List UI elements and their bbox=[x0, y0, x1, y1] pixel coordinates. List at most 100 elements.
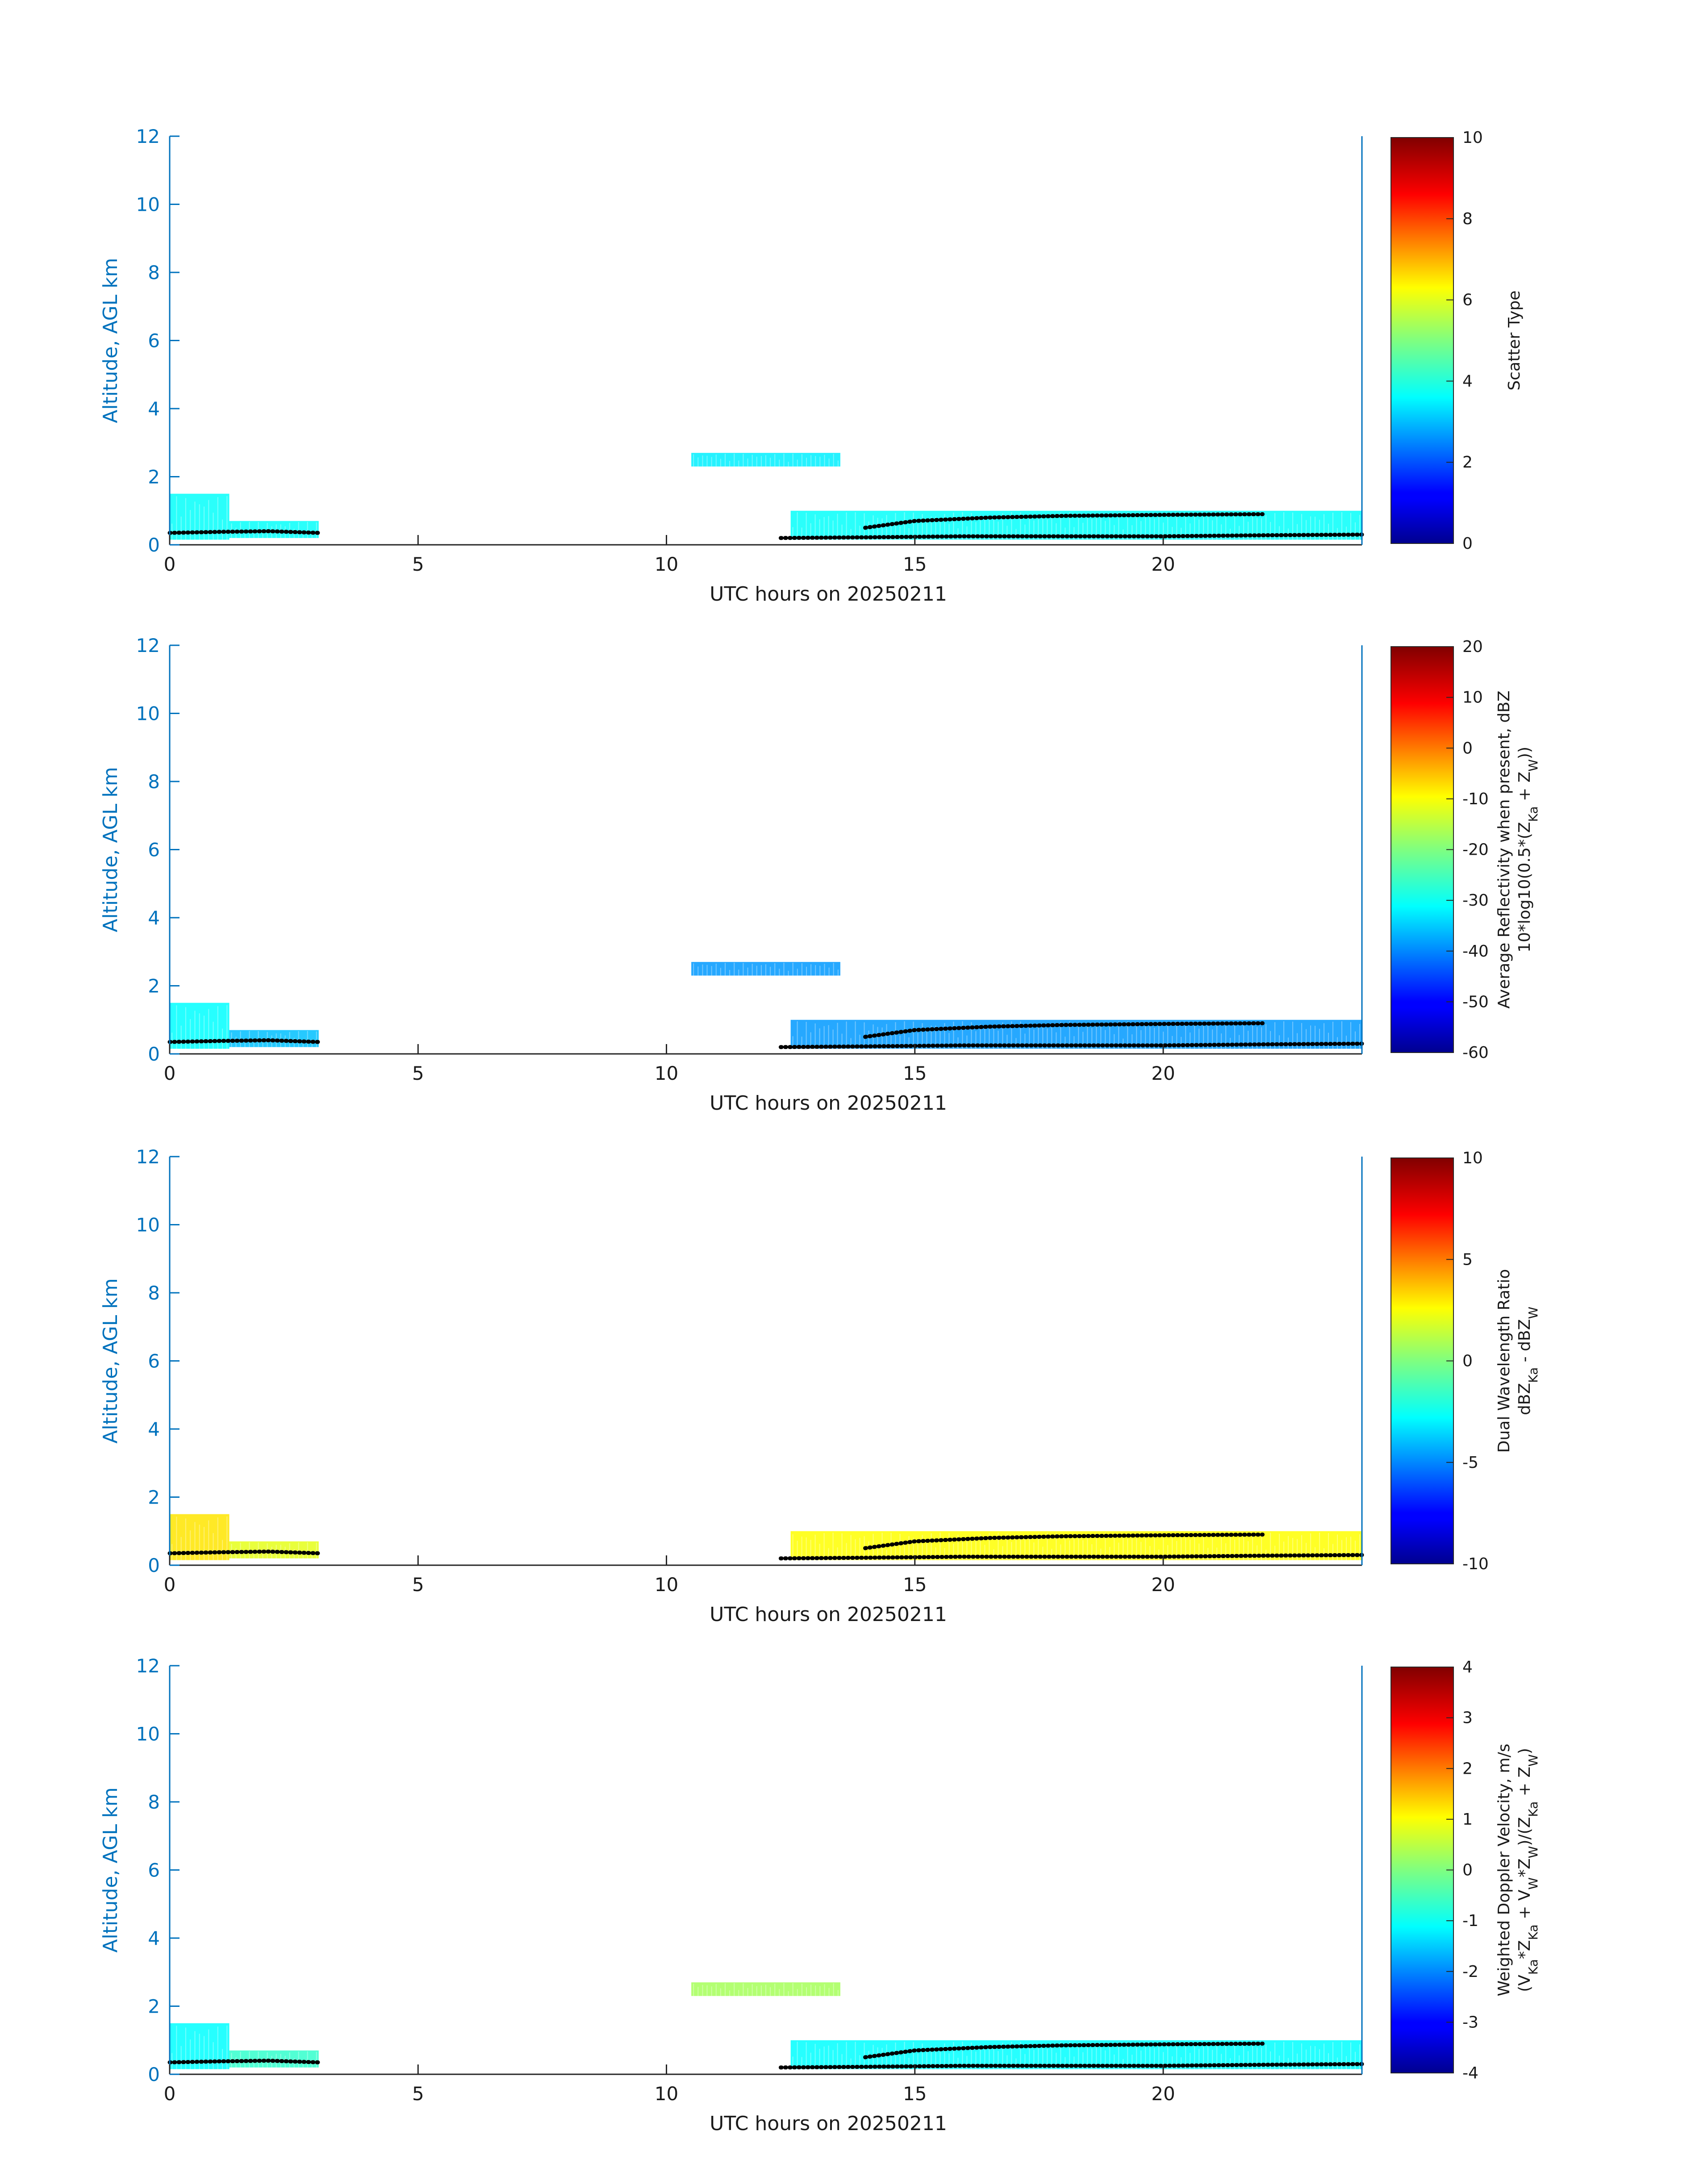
y-tick-label: 0 bbox=[148, 1043, 160, 1065]
colorbar-tick-label: 10 bbox=[1462, 689, 1483, 707]
colorbar-tick-label: 0 bbox=[1462, 1861, 1473, 1880]
echo-region-3 bbox=[691, 1982, 840, 1996]
x-tick-label: 5 bbox=[412, 1574, 424, 1596]
retrieval-line-3 bbox=[863, 2041, 1265, 2060]
colorbar-tick-label: -2 bbox=[1462, 1963, 1478, 1981]
colorbar-tick-label: -3 bbox=[1462, 2013, 1478, 2031]
colorbar bbox=[1391, 137, 1454, 544]
colorbar-label: Average Reflectivity when present, dBZ bbox=[1495, 690, 1513, 1008]
retrieval-line-3 bbox=[863, 1021, 1265, 1039]
colorbar-label: 10*log10(0.5*(ZKa + ZW)) bbox=[1516, 747, 1541, 953]
colorbar-tick-label: 0 bbox=[1462, 535, 1473, 553]
colorbar-tick-label: -50 bbox=[1462, 993, 1489, 1011]
colorbar-tick-label: 2 bbox=[1462, 1759, 1473, 1778]
echo-region-3 bbox=[691, 453, 840, 467]
retrieval-line-3 bbox=[863, 512, 1265, 530]
x-tick-label: 5 bbox=[412, 2083, 424, 2105]
x-tick-label: 5 bbox=[412, 553, 424, 575]
y-tick-label: 4 bbox=[148, 907, 160, 929]
colorbar-tick-label: -30 bbox=[1462, 891, 1489, 910]
colorbar-tick-label: -60 bbox=[1462, 1044, 1489, 1062]
colorbar bbox=[1391, 1157, 1454, 1564]
panel-1: 0 5 10 15 20 0 2 4 6 8 10 12 UTC hours on 20250211 Al… bbox=[99, 125, 1524, 606]
retrieval-line-2 bbox=[778, 2062, 1364, 2070]
y-tick-label: 0 bbox=[148, 534, 160, 556]
x-axis-label: UTC hours on 20250211 bbox=[710, 1092, 947, 1115]
y-tick-label: 8 bbox=[148, 771, 160, 793]
colorbar-tick-label: -40 bbox=[1462, 942, 1489, 961]
colorbar bbox=[1391, 1667, 1454, 2073]
colorbar-tick-label: -10 bbox=[1462, 790, 1489, 808]
x-tick-label: 15 bbox=[903, 553, 927, 575]
x-tick-label: 0 bbox=[164, 2083, 176, 2105]
x-axis-label: UTC hours on 20250211 bbox=[710, 1603, 947, 1626]
colorbar-label: Scatter Type bbox=[1505, 290, 1524, 390]
y-tick-label: 6 bbox=[148, 1350, 160, 1372]
x-tick-label: 15 bbox=[903, 1574, 927, 1596]
y-tick-label: 8 bbox=[148, 1282, 160, 1304]
y-axis-label: Altitude, AGL km bbox=[99, 1278, 122, 1443]
x-tick-label: 20 bbox=[1151, 1062, 1175, 1084]
retrieval-line-2 bbox=[778, 532, 1364, 540]
y-tick-label: 12 bbox=[136, 125, 160, 147]
colorbar-tick-label: 8 bbox=[1462, 210, 1473, 228]
retrieval-line-1 bbox=[167, 2058, 321, 2064]
colorbar-tick-label: 5 bbox=[1462, 1250, 1473, 1269]
colorbar-label: (VKa*ZKa + VW*ZW)/(ZKa + ZW) bbox=[1516, 1748, 1541, 1992]
x-tick-label: 10 bbox=[655, 1062, 678, 1084]
colorbar-tick-label: 2 bbox=[1462, 453, 1473, 472]
x-tick-label: 0 bbox=[164, 1062, 176, 1084]
x-tick-label: 0 bbox=[164, 1574, 176, 1596]
y-tick-label: 12 bbox=[136, 1655, 160, 1677]
colorbar-tick-label: 20 bbox=[1462, 638, 1483, 656]
colorbar-tick-label: 6 bbox=[1462, 291, 1473, 309]
y-tick-label: 4 bbox=[148, 1418, 160, 1440]
y-tick-label: 6 bbox=[148, 1859, 160, 1881]
colorbar-tick-label: 0 bbox=[1462, 739, 1473, 757]
y-tick-label: 6 bbox=[148, 330, 160, 352]
y-tick-label: 10 bbox=[136, 703, 160, 725]
colorbar-tick-label: 1 bbox=[1462, 1810, 1473, 1829]
colorbar-label: Dual Wavelength Ratio bbox=[1495, 1269, 1513, 1453]
x-tick-label: 10 bbox=[655, 1574, 678, 1596]
y-axis-label: Altitude, AGL km bbox=[99, 767, 122, 932]
y-tick-label: 10 bbox=[136, 194, 160, 216]
colorbar-tick-label: 10 bbox=[1462, 129, 1483, 147]
colorbar-tick-label: 10 bbox=[1462, 1149, 1483, 1167]
y-axis-label: Altitude, AGL km bbox=[99, 1787, 122, 1952]
x-tick-label: 5 bbox=[412, 1062, 424, 1084]
x-tick-label: 20 bbox=[1151, 1574, 1175, 1596]
y-tick-label: 10 bbox=[136, 1214, 160, 1236]
y-axis-label: Altitude, AGL km bbox=[99, 258, 122, 423]
y-tick-label: 4 bbox=[148, 398, 160, 420]
retrieval-line-2 bbox=[778, 1041, 1364, 1049]
colorbar-tick-label: 4 bbox=[1462, 1658, 1473, 1676]
x-tick-label: 20 bbox=[1151, 2083, 1175, 2105]
retrieval-line-3 bbox=[863, 1532, 1265, 1550]
colorbar-label: Weighted Doppler Velocity, m/s bbox=[1495, 1744, 1513, 1997]
colorbar-label: dBZKa - dBZW bbox=[1516, 1307, 1541, 1415]
y-tick-label: 2 bbox=[148, 1996, 160, 2018]
x-tick-label: 20 bbox=[1151, 553, 1175, 575]
y-tick-label: 12 bbox=[136, 635, 160, 656]
y-tick-label: 8 bbox=[148, 1791, 160, 1813]
colorbar-tick-label: -5 bbox=[1462, 1454, 1478, 1472]
y-tick-label: 2 bbox=[148, 466, 160, 488]
x-tick-label: 15 bbox=[903, 2083, 927, 2105]
panel-2: 0 5 10 15 20 0 2 4 6 8 10 12 UTC hours on 20250211 Al… bbox=[99, 635, 1541, 1115]
retrieval-line-1 bbox=[167, 529, 321, 535]
colorbar-tick-label: -4 bbox=[1462, 2064, 1478, 2082]
y-tick-label: 8 bbox=[148, 262, 160, 284]
retrieval-line-2 bbox=[778, 1553, 1364, 1561]
y-tick-label: 10 bbox=[136, 1723, 160, 1745]
colorbar-tick-label: -10 bbox=[1462, 1555, 1489, 1573]
retrieval-line-1 bbox=[167, 1549, 321, 1555]
x-axis-label: UTC hours on 20250211 bbox=[710, 2112, 947, 2135]
colorbar-tick-label: 4 bbox=[1462, 372, 1473, 390]
y-tick-label: 0 bbox=[148, 2064, 160, 2085]
x-axis-label: UTC hours on 20250211 bbox=[710, 583, 947, 606]
colorbar-tick-label: 3 bbox=[1462, 1709, 1473, 1727]
echo-region-3 bbox=[691, 962, 840, 976]
